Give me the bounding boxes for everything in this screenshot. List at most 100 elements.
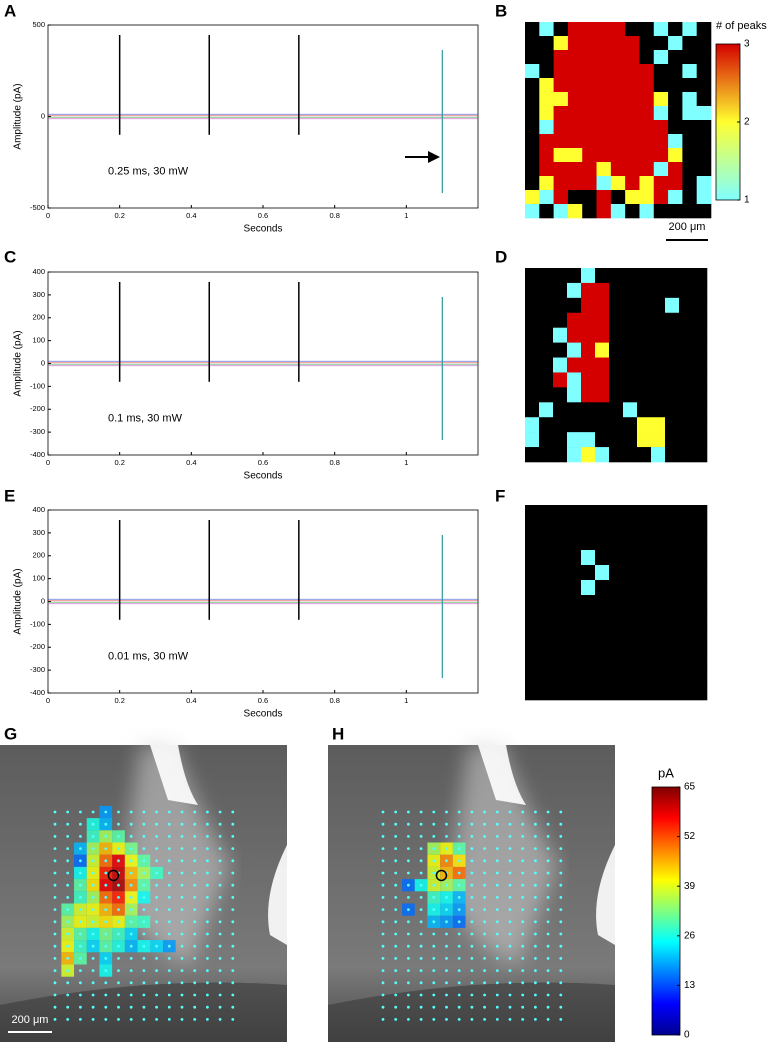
- grid-dot: [432, 993, 436, 997]
- heat-cell: [668, 148, 683, 163]
- colorbar-label: pA: [658, 765, 674, 780]
- heat-cell: [693, 565, 708, 581]
- heat-cell: [668, 50, 683, 65]
- grid-dot: [218, 1005, 222, 1009]
- annotation: 0.1 ms, 30 mW: [108, 412, 183, 424]
- grid-dot: [155, 835, 159, 838]
- grid-dot: [193, 1005, 197, 1009]
- grid-dot: [129, 835, 133, 838]
- grid-dot: [457, 981, 461, 985]
- grid-dot: [419, 1018, 423, 1021]
- grid-dot: [104, 847, 108, 850]
- heat-cell: [610, 162, 626, 177]
- heat-cell: [623, 372, 638, 388]
- grid-dot: [206, 859, 209, 863]
- heat-cell: [567, 282, 582, 299]
- grid-dot: [53, 1018, 57, 1021]
- grid-dot: [495, 969, 499, 972]
- grid-dot: [104, 932, 108, 936]
- heat-cell: [595, 417, 610, 433]
- grid-dot: [534, 993, 537, 997]
- grid-dot: [394, 920, 398, 924]
- grid-dot: [432, 883, 436, 887]
- grid-dot: [483, 896, 486, 899]
- grid-dot: [546, 993, 550, 997]
- grid-dot: [508, 847, 512, 850]
- grid-dot: [445, 810, 448, 814]
- grid-dot: [407, 810, 410, 814]
- grid-dot: [407, 957, 410, 960]
- grid-dot: [559, 1018, 563, 1021]
- heat-cell: [610, 120, 626, 135]
- grid-dot: [495, 944, 499, 948]
- grid-dot: [53, 822, 57, 826]
- heat-cell: [582, 176, 597, 191]
- grid-dot: [407, 847, 410, 850]
- heat-cell: [637, 327, 652, 343]
- grid-dot: [508, 822, 512, 826]
- heat-cell: [625, 64, 640, 79]
- heat-cell: [682, 134, 697, 149]
- heat-cell: [651, 640, 666, 656]
- heat-cell: [625, 106, 640, 121]
- grid-dot: [129, 969, 133, 972]
- grid-dot: [432, 896, 436, 899]
- heat-cell: [553, 78, 569, 93]
- grid-dot: [180, 920, 184, 924]
- grid-dot: [521, 981, 525, 985]
- heat-cell: [682, 190, 697, 205]
- grid-dot: [180, 896, 184, 899]
- heat-cell: [595, 505, 610, 521]
- grid-dot: [534, 810, 537, 814]
- grid-dot: [117, 896, 120, 899]
- grid-dot: [231, 920, 235, 924]
- heat-cell: [581, 402, 596, 418]
- heat-cell: [525, 372, 540, 388]
- grid-dot: [155, 1005, 159, 1009]
- heat-cell: [665, 550, 680, 566]
- grid-dot: [483, 944, 486, 948]
- heat-cell: [609, 565, 624, 581]
- heat-cell: [609, 327, 624, 343]
- grid-dot: [142, 969, 146, 972]
- grid-dot: [79, 1005, 82, 1009]
- heat-cell: [525, 190, 540, 205]
- heat-cell: [582, 204, 597, 219]
- bright-edge: [268, 845, 287, 945]
- grid-dot: [117, 920, 120, 924]
- heat-cell: [553, 190, 569, 205]
- grid-dot: [546, 969, 550, 972]
- heat-cell: [679, 402, 694, 418]
- heat-cell: [525, 505, 540, 521]
- heat-cell: [637, 312, 652, 328]
- grid-dot: [445, 920, 448, 924]
- grid-dot: [180, 981, 184, 985]
- grid-dot: [180, 810, 184, 814]
- heat-cell: [581, 535, 596, 551]
- grid-dot: [546, 835, 550, 838]
- grid-dot: [521, 908, 525, 911]
- grid-dot: [91, 810, 95, 814]
- heat-cell: [567, 50, 583, 65]
- grid-dot: [231, 822, 235, 826]
- bright-edge: [596, 845, 615, 945]
- grid-dot: [142, 920, 146, 924]
- heat-cell: [679, 417, 694, 433]
- grid-dot: [559, 871, 563, 875]
- grid-dot: [546, 822, 550, 826]
- grid-dot: [104, 944, 108, 948]
- heat-cell: [665, 327, 680, 343]
- grid-dot: [521, 810, 525, 814]
- grid-dot: [381, 908, 385, 911]
- grid-dot: [419, 969, 423, 972]
- grid-dot: [231, 859, 235, 863]
- heat-cell: [625, 50, 640, 65]
- grid-dot: [483, 920, 486, 924]
- grid-dot: [534, 969, 537, 972]
- heat-cell: [610, 78, 626, 93]
- heat-cell: [637, 372, 652, 388]
- heat-cell: [665, 625, 680, 641]
- grid-dot: [167, 993, 171, 997]
- heat-cell: [539, 535, 554, 551]
